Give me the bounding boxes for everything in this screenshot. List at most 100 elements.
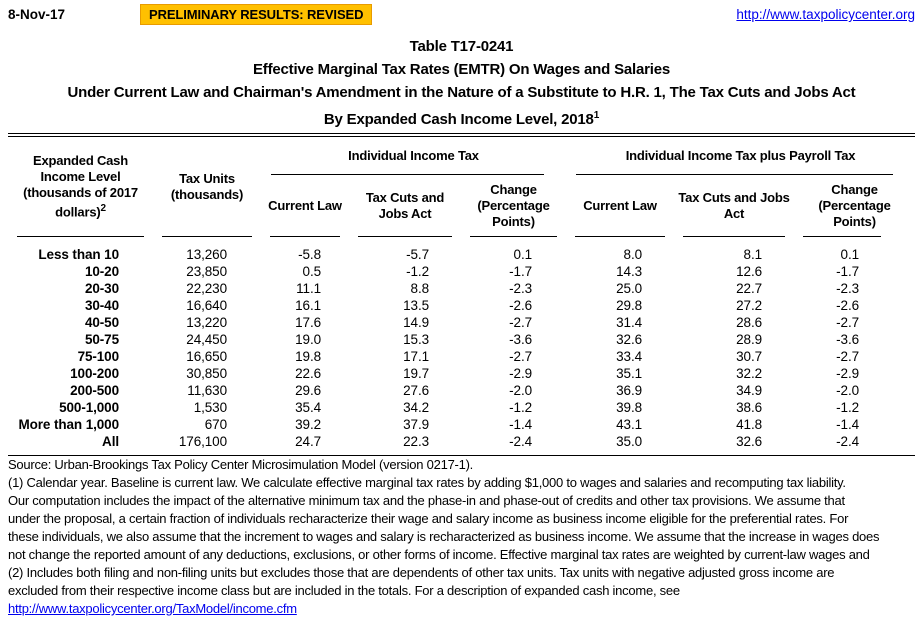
table-breakdown-title: By Expanded Cash Income Level, 20181 (0, 108, 923, 127)
source-line: Source: Urban-Brookings Tax Policy Cente… (8, 457, 474, 472)
payroll-tcja-cell: 28.6 (736, 315, 763, 330)
payroll-tcja-cell: 12.6 (736, 264, 763, 279)
payroll-tcja-cell: 22.7 (736, 281, 763, 296)
tax-units-cell: 16,640 (186, 298, 227, 313)
footnote-line: these individuals, we also assume that t… (8, 529, 880, 544)
table-scope-title: Under Current Law and Chairman's Amendme… (67, 84, 856, 101)
payroll-current-law-cell: 25.0 (616, 281, 643, 296)
payroll-tcja-header: Tax Cuts and Jobs Act (674, 175, 794, 237)
income-level-cell: 500-1,000 (59, 400, 119, 415)
income-level-header: Expanded Cash Income Level (thousands of… (8, 137, 153, 237)
payroll-current-law-cell: 8.0 (623, 247, 643, 262)
individual-income-tax-group-header: Individual Income Tax (261, 137, 566, 175)
payroll-current-law-cell: 35.1 (616, 366, 643, 381)
tax-units-header: Tax Units (thousands) (153, 137, 261, 237)
iit-tcja-cell: -5.7 (406, 247, 429, 262)
payroll-tcja-cell: 38.6 (736, 400, 763, 415)
tax-units-cell: 670 (204, 417, 227, 432)
iit-tcja-cell: 8.8 (410, 281, 430, 296)
footnote-lines: (1) Calendar year. Baseline is current l… (8, 474, 923, 600)
payroll-tcja-cell: 41.8 (736, 417, 763, 432)
iit-current-law-cell: -5.8 (298, 247, 321, 262)
payroll-change-cell: -2.0 (836, 383, 860, 398)
table-number-title: Table T17-0241 (409, 38, 514, 55)
iit-current-law-header: Current Law (261, 175, 349, 237)
iit-tcja-cell: 37.9 (403, 417, 429, 432)
payroll-tcja-cell: 32.6 (736, 434, 763, 449)
iit-current-law-cell: 16.1 (295, 298, 321, 313)
iit-tcja-cell: 27.6 (403, 383, 429, 398)
emtr-table-wrapper: Expanded Cash Income Level (thousands of… (8, 133, 915, 456)
tax-units-cell: 1,530 (193, 400, 227, 415)
payroll-current-law-cell: 39.8 (616, 400, 643, 415)
top-bar: 8-Nov-17 PRELIMINARY RESULTS: REVISED ht… (8, 4, 915, 28)
payroll-tcja-cell: 34.9 (736, 383, 763, 398)
footnote-2-marker: 2 (100, 203, 106, 215)
iit-tcja-cell: 19.7 (403, 366, 429, 381)
payroll-change-cell: -2.3 (836, 281, 860, 296)
payroll-change-cell: -2.6 (836, 298, 860, 313)
tax-units-cell: 30,850 (186, 366, 227, 381)
payroll-change-cell: -1.2 (836, 400, 860, 415)
preliminary-results-banner: PRELIMINARY RESULTS: REVISED (140, 4, 373, 25)
iit-change-header: Change (Percentage Points) (461, 175, 566, 237)
iit-tcja-cell: 17.1 (403, 349, 429, 364)
income-level-cell: Less than 10 (38, 247, 119, 262)
footnote-line: excluded from their respective income cl… (8, 583, 680, 598)
income-level-header-text: Expanded Cash Income Level (thousands of… (23, 153, 138, 220)
income-level-cell: 10-20 (84, 264, 119, 279)
tax-units-cell: 22,230 (186, 281, 227, 296)
tax-units-cell: 13,220 (186, 315, 227, 330)
payroll-current-law-cell: 35.0 (616, 434, 643, 449)
iit-change-cell: -2.9 (509, 366, 533, 381)
iit-change-cell: 0.1 (513, 247, 533, 262)
breakdown-title-text: By Expanded Cash Income Level, 2018 (323, 111, 594, 128)
table-row: 10-20 23,850 0.5 -1.2 -1.7 14.3 12.6 -1.7 (8, 263, 915, 280)
tax-units-cell: 11,630 (187, 383, 227, 398)
income-level-cell: 30-40 (84, 298, 119, 313)
income-plus-payroll-tax-group-header: Individual Income Tax plus Payroll Tax (566, 137, 915, 175)
table-row: All 176,100 24.7 22.3 -2.4 35.0 32.6 -2.4 (8, 433, 915, 450)
income-level-cell: 50-75 (84, 332, 119, 347)
payroll-current-law-cell: 14.3 (616, 264, 643, 279)
payroll-change-header: Change (Percentage Points) (794, 175, 915, 237)
table-row: More than 1,000 670 39.2 37.9 -1.4 43.1 41.8 -1… (8, 416, 915, 433)
footnote-line: (2) Includes both filing and non-filing … (8, 565, 835, 580)
iit-change-cell: -2.7 (509, 349, 533, 364)
income-definition-link[interactable]: http://www.taxpolicycenter.org/TaxModel/… (8, 601, 297, 616)
iit-current-law-cell: 11.1 (296, 281, 321, 296)
payroll-change-cell: -1.4 (836, 417, 860, 432)
iit-tcja-cell: 14.9 (403, 315, 429, 330)
payroll-current-law-cell: 33.4 (616, 349, 643, 364)
payroll-current-law-cell: 32.6 (616, 332, 643, 347)
footnote-line: Our computation includes the impact of t… (8, 493, 845, 508)
table-row: 75-100 16,650 19.8 17.1 -2.7 33.4 30.7 -2.7 (8, 348, 915, 365)
report-date: 8-Nov-17 (8, 7, 66, 22)
payroll-tcja-cell: 8.1 (743, 247, 763, 262)
income-level-cell: 20-30 (84, 281, 119, 296)
income-level-cell: 100-200 (70, 366, 119, 381)
iit-tcja-cell: 13.5 (403, 298, 429, 313)
tax-units-cell: 16,650 (186, 349, 227, 364)
footnote-line: under the proposal, a certain fraction o… (8, 511, 849, 526)
tax-units-cell: 13,260 (186, 247, 227, 262)
income-level-cell: 75-100 (77, 349, 120, 364)
iit-change-cell: -1.4 (509, 417, 533, 432)
table-row: 50-75 24,450 19.0 15.3 -3.6 32.6 28.9 -3.6 (8, 331, 915, 348)
tpc-website-link[interactable]: http://www.taxpolicycenter.org (736, 7, 915, 22)
tax-units-cell: 23,850 (186, 264, 227, 279)
iit-current-law-cell: 19.0 (295, 332, 321, 347)
table-bottom-rule (8, 455, 915, 456)
payroll-change-cell: -3.6 (836, 332, 860, 347)
iit-tcja-cell: 34.2 (403, 400, 429, 415)
iit-tcja-header: Tax Cuts and Jobs Act (349, 175, 461, 237)
iit-current-law-cell: 35.4 (295, 400, 321, 415)
income-level-cell: More than 1,000 (18, 417, 119, 432)
iit-current-law-cell: 39.2 (295, 417, 321, 432)
table-row: 40-50 13,220 17.6 14.9 -2.7 31.4 28.6 -2.7 (8, 314, 915, 331)
footnotes-section: Source: Urban-Brookings Tax Policy Cente… (8, 456, 923, 618)
iit-current-law-cell: 29.6 (295, 383, 321, 398)
footnote-1-marker: 1 (593, 110, 600, 121)
iit-change-cell: -3.6 (509, 332, 533, 347)
payroll-tcja-cell: 28.9 (736, 332, 763, 347)
